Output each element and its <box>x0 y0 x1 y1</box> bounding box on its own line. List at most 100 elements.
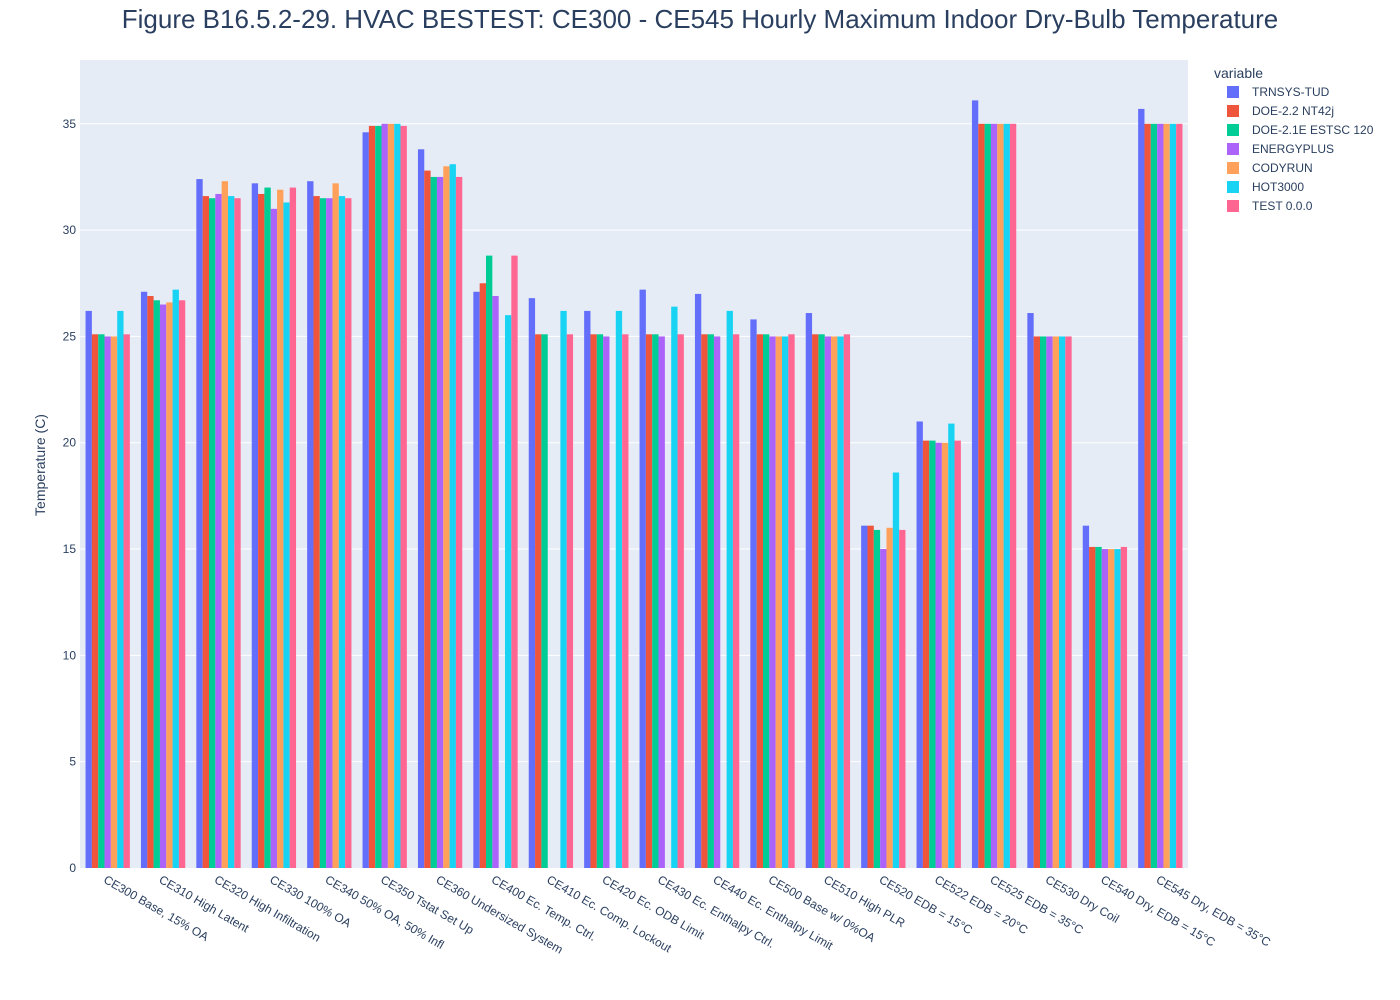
bar[interactable] <box>1009 123 1017 868</box>
bar[interactable] <box>473 291 480 868</box>
legend-item[interactable]: HOT3000 <box>1227 180 1304 194</box>
bar[interactable] <box>596 334 604 868</box>
bar[interactable] <box>258 193 265 869</box>
bar[interactable] <box>362 132 369 868</box>
bar[interactable] <box>234 198 241 869</box>
bar[interactable] <box>85 310 92 868</box>
bar[interactable] <box>215 193 222 869</box>
bar[interactable] <box>196 179 203 869</box>
bar[interactable] <box>584 310 591 868</box>
bar[interactable] <box>307 181 314 868</box>
bar[interactable] <box>436 176 444 868</box>
bar[interactable] <box>147 296 154 868</box>
legend-item[interactable]: DOE-2.1E ESTSC 120 <box>1227 123 1374 137</box>
legend-item[interactable]: TEST 0.0.0 <box>1227 199 1313 213</box>
bar[interactable] <box>400 125 407 869</box>
bar[interactable] <box>443 166 450 868</box>
bar[interactable] <box>394 123 401 868</box>
bar[interactable] <box>375 125 382 869</box>
bar[interactable] <box>941 442 949 868</box>
bar[interactable] <box>1114 549 1121 868</box>
bar[interactable] <box>159 304 167 868</box>
bar[interactable] <box>455 176 463 868</box>
bar[interactable] <box>763 334 770 868</box>
bar[interactable] <box>732 334 740 868</box>
bar[interactable] <box>270 208 278 868</box>
bar[interactable] <box>948 423 955 868</box>
bar[interactable] <box>615 310 623 868</box>
bar[interactable] <box>566 334 574 868</box>
bar[interactable] <box>345 198 352 869</box>
bar[interactable] <box>1120 546 1128 868</box>
bar[interactable] <box>929 440 936 868</box>
bar[interactable] <box>922 440 930 868</box>
bar[interactable] <box>677 334 684 868</box>
bar[interactable] <box>104 336 111 869</box>
bar[interactable] <box>603 336 610 869</box>
bar[interactable] <box>1138 108 1145 868</box>
bar[interactable] <box>916 421 923 868</box>
bar[interactable] <box>590 334 597 868</box>
bar[interactable] <box>713 336 721 869</box>
bar[interactable] <box>387 123 395 868</box>
bar[interactable] <box>622 334 629 868</box>
bar[interactable] <box>1108 549 1115 868</box>
bar[interactable] <box>892 472 900 868</box>
bar[interactable] <box>209 198 216 869</box>
bar[interactable] <box>775 336 782 869</box>
bar[interactable] <box>671 306 678 869</box>
bar[interactable] <box>867 525 874 868</box>
bar[interactable] <box>1150 123 1158 868</box>
bar[interactable] <box>221 181 228 868</box>
bar[interactable] <box>449 164 456 869</box>
bar[interactable] <box>1089 546 1096 868</box>
bar[interactable] <box>954 440 961 868</box>
bar[interactable] <box>652 334 659 868</box>
bar[interactable] <box>511 255 518 869</box>
bar[interactable] <box>812 334 819 868</box>
bar[interactable] <box>899 529 906 868</box>
bar[interactable] <box>319 198 327 869</box>
bar[interactable] <box>756 334 764 868</box>
bar[interactable] <box>283 202 290 869</box>
bar[interactable] <box>707 334 714 868</box>
bar[interactable] <box>338 196 346 868</box>
bar[interactable] <box>1003 123 1010 868</box>
bar[interactable] <box>824 336 832 869</box>
bar[interactable] <box>750 319 757 868</box>
bar[interactable] <box>769 336 776 869</box>
bar[interactable] <box>326 198 333 869</box>
bar[interactable] <box>1065 336 1072 869</box>
bar[interactable] <box>978 123 985 868</box>
bar[interactable] <box>1040 336 1047 869</box>
bar[interactable] <box>886 527 893 868</box>
bar[interactable] <box>381 123 388 868</box>
bar[interactable] <box>289 187 297 868</box>
bar[interactable] <box>178 300 186 868</box>
bar[interactable] <box>831 336 838 869</box>
bar[interactable] <box>1157 123 1164 868</box>
bar[interactable] <box>492 296 499 868</box>
bar[interactable] <box>166 302 173 868</box>
bar[interactable] <box>1169 123 1177 868</box>
bar[interactable] <box>645 334 653 868</box>
legend-items[interactable]: TRNSYS-TUD DOE-2.2 NT42j DOE-2.1E ESTSC 12… <box>1227 85 1374 213</box>
bar[interactable] <box>843 334 851 868</box>
bar[interactable] <box>639 289 646 869</box>
bar[interactable] <box>313 196 320 868</box>
bar[interactable] <box>227 196 235 868</box>
bar[interactable] <box>98 334 105 868</box>
legend[interactable]: variable TRNSYS-TUD DOE-2.2 NT42j DOE-2.1E… <box>1214 65 1374 213</box>
bar[interactable] <box>658 336 665 869</box>
legend-item[interactable]: ENERGYPLUS <box>1227 142 1334 156</box>
bar[interactable] <box>430 176 437 868</box>
bar[interactable] <box>935 442 942 868</box>
bar[interactable] <box>277 189 284 868</box>
bar[interactable] <box>504 315 512 868</box>
bar[interactable] <box>990 123 998 868</box>
bar[interactable] <box>1101 549 1109 868</box>
bar[interactable] <box>1027 313 1034 868</box>
bar[interactable] <box>861 525 868 868</box>
bar[interactable] <box>837 336 844 869</box>
bar[interactable] <box>984 123 991 868</box>
